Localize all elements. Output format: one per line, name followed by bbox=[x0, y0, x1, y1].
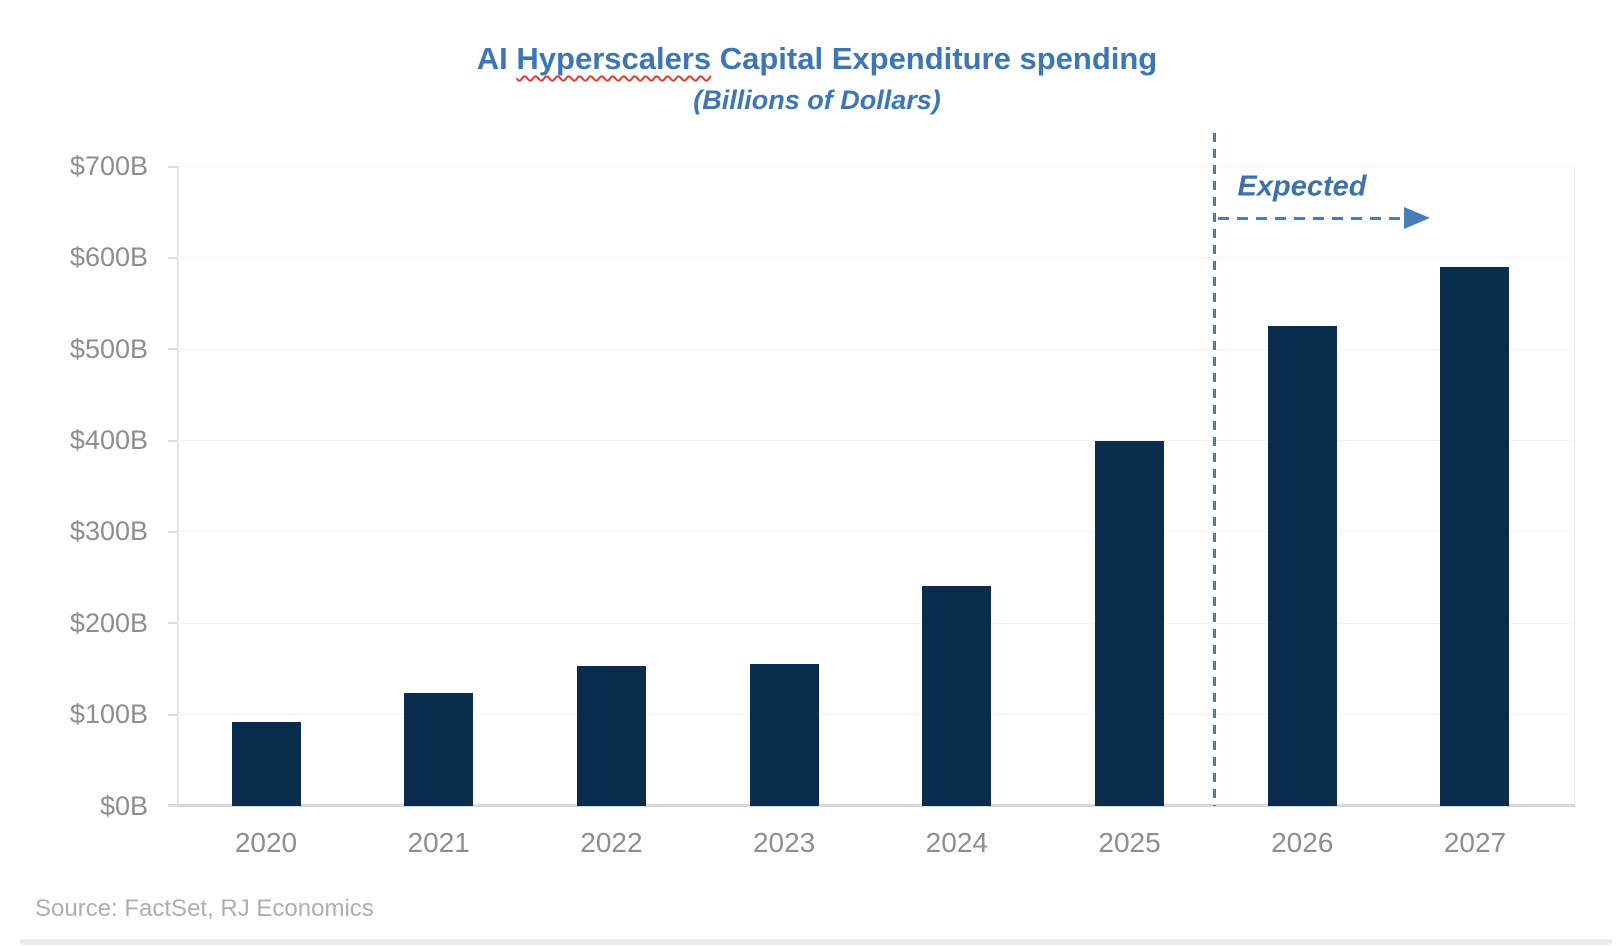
x-tick-label: 2027 bbox=[1443, 827, 1507, 858]
bar bbox=[1095, 440, 1165, 806]
plot-right-border bbox=[1574, 166, 1575, 806]
y-tick-label: $300B bbox=[69, 516, 148, 547]
gridline bbox=[179, 440, 1575, 442]
x-tick-label: 2026 bbox=[1271, 827, 1334, 858]
y-tick-label: $200B bbox=[69, 607, 148, 638]
bar bbox=[404, 692, 474, 806]
x-tick-label: 2021 bbox=[407, 827, 470, 858]
y-axis-tick bbox=[168, 530, 177, 533]
x-tick-label: 2025 bbox=[1098, 827, 1161, 858]
page-title: AI Hyperscalers Capital Expenditure spen… bbox=[477, 38, 1157, 80]
y-tick-label: $100B bbox=[69, 699, 148, 730]
title-suffix: Capital Expenditure spending bbox=[711, 41, 1158, 76]
y-tick-label: $700B bbox=[69, 151, 148, 181]
x-tick-label: 2022 bbox=[580, 827, 643, 858]
horizontal-scrollbar-track[interactable] bbox=[20, 939, 1612, 945]
y-axis-tick bbox=[168, 439, 177, 442]
title-spellcheck-word: Hyperscalers bbox=[516, 41, 712, 76]
expected-label: Expected bbox=[1237, 170, 1367, 203]
gridline bbox=[179, 348, 1575, 350]
title-prefix: AI bbox=[476, 41, 517, 76]
bar bbox=[749, 664, 819, 806]
y-axis-tick bbox=[168, 622, 177, 625]
y-axis-tick bbox=[168, 348, 177, 351]
y-axis-tick bbox=[168, 256, 177, 259]
gridline bbox=[179, 166, 1575, 167]
bar bbox=[1440, 266, 1510, 806]
y-tick-label: $500B bbox=[69, 333, 148, 364]
y-axis-tick bbox=[168, 713, 177, 716]
gridline bbox=[179, 714, 1575, 716]
page-subtitle: (Billions of Dollars) bbox=[693, 85, 941, 115]
gridline bbox=[179, 531, 1575, 533]
gridline bbox=[179, 622, 1575, 624]
expected-arrow-head-icon bbox=[1404, 207, 1430, 229]
y-axis-tick bbox=[168, 805, 177, 807]
x-tick-label: 2020 bbox=[234, 827, 298, 858]
y-tick-label: $400B bbox=[69, 425, 148, 456]
expected-arrow-shaft bbox=[1218, 217, 1406, 220]
bar bbox=[231, 721, 301, 806]
expected-divider-dashed-line bbox=[1213, 133, 1216, 806]
x-tick-label: 2024 bbox=[925, 827, 988, 858]
y-axis-line bbox=[177, 166, 179, 806]
gridline bbox=[179, 257, 1575, 259]
x-axis-baseline bbox=[168, 804, 1575, 807]
y-tick-label: $600B bbox=[69, 242, 148, 273]
y-tick-label: $0B bbox=[99, 790, 148, 821]
y-axis-tick bbox=[168, 165, 177, 168]
bar bbox=[576, 666, 646, 806]
bar bbox=[1267, 326, 1337, 806]
x-tick-label: 2023 bbox=[752, 827, 816, 858]
source-text: Source: FactSet, RJ Economics bbox=[35, 895, 374, 922]
bar bbox=[922, 585, 992, 806]
